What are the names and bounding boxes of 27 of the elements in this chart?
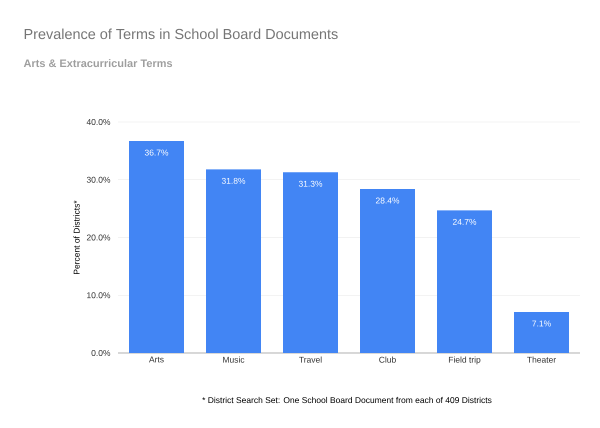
text: * District Search Set: One School Board Document from each of 409 Districts: [202, 396, 492, 404]
y-axis-title: Percent of Districts*: [73, 200, 80, 274]
data-label: 31.3%: [298, 180, 322, 187]
chart-subtitle: Arts & Extracurricular Terms: [24, 59, 172, 68]
y-tick-label: 30.0%: [86, 176, 110, 183]
x-tick-label: Travel: [299, 356, 322, 363]
x-tick-label: Arts: [148, 356, 164, 362]
data-label: 36.7%: [144, 150, 168, 156]
bar: [283, 172, 338, 353]
y-tick-label: 40.0%: [86, 119, 110, 125]
x-tick-label: Club: [379, 356, 396, 363]
data-label: 7.1%: [532, 320, 551, 326]
data-label: 24.7%: [452, 218, 476, 225]
bar: [129, 141, 184, 353]
x-tick-label: Theater: [527, 356, 556, 363]
x-tick-label: Field trip: [448, 356, 480, 364]
bar: [437, 210, 492, 353]
bar: [360, 188, 416, 353]
data-label: 28.4%: [376, 198, 400, 204]
y-tick-label: 0.0%: [92, 350, 110, 356]
bar: [206, 169, 262, 353]
bar: [514, 312, 570, 353]
chart-title: Prevalence of Terms in School Board Documents: [24, 28, 338, 40]
y-tick-label: 20.0%: [86, 234, 110, 240]
x-tick-label: Music: [223, 356, 244, 363]
y-tick-label: 10.0%: [87, 292, 110, 298]
data-label: 31.8%: [222, 178, 246, 184]
